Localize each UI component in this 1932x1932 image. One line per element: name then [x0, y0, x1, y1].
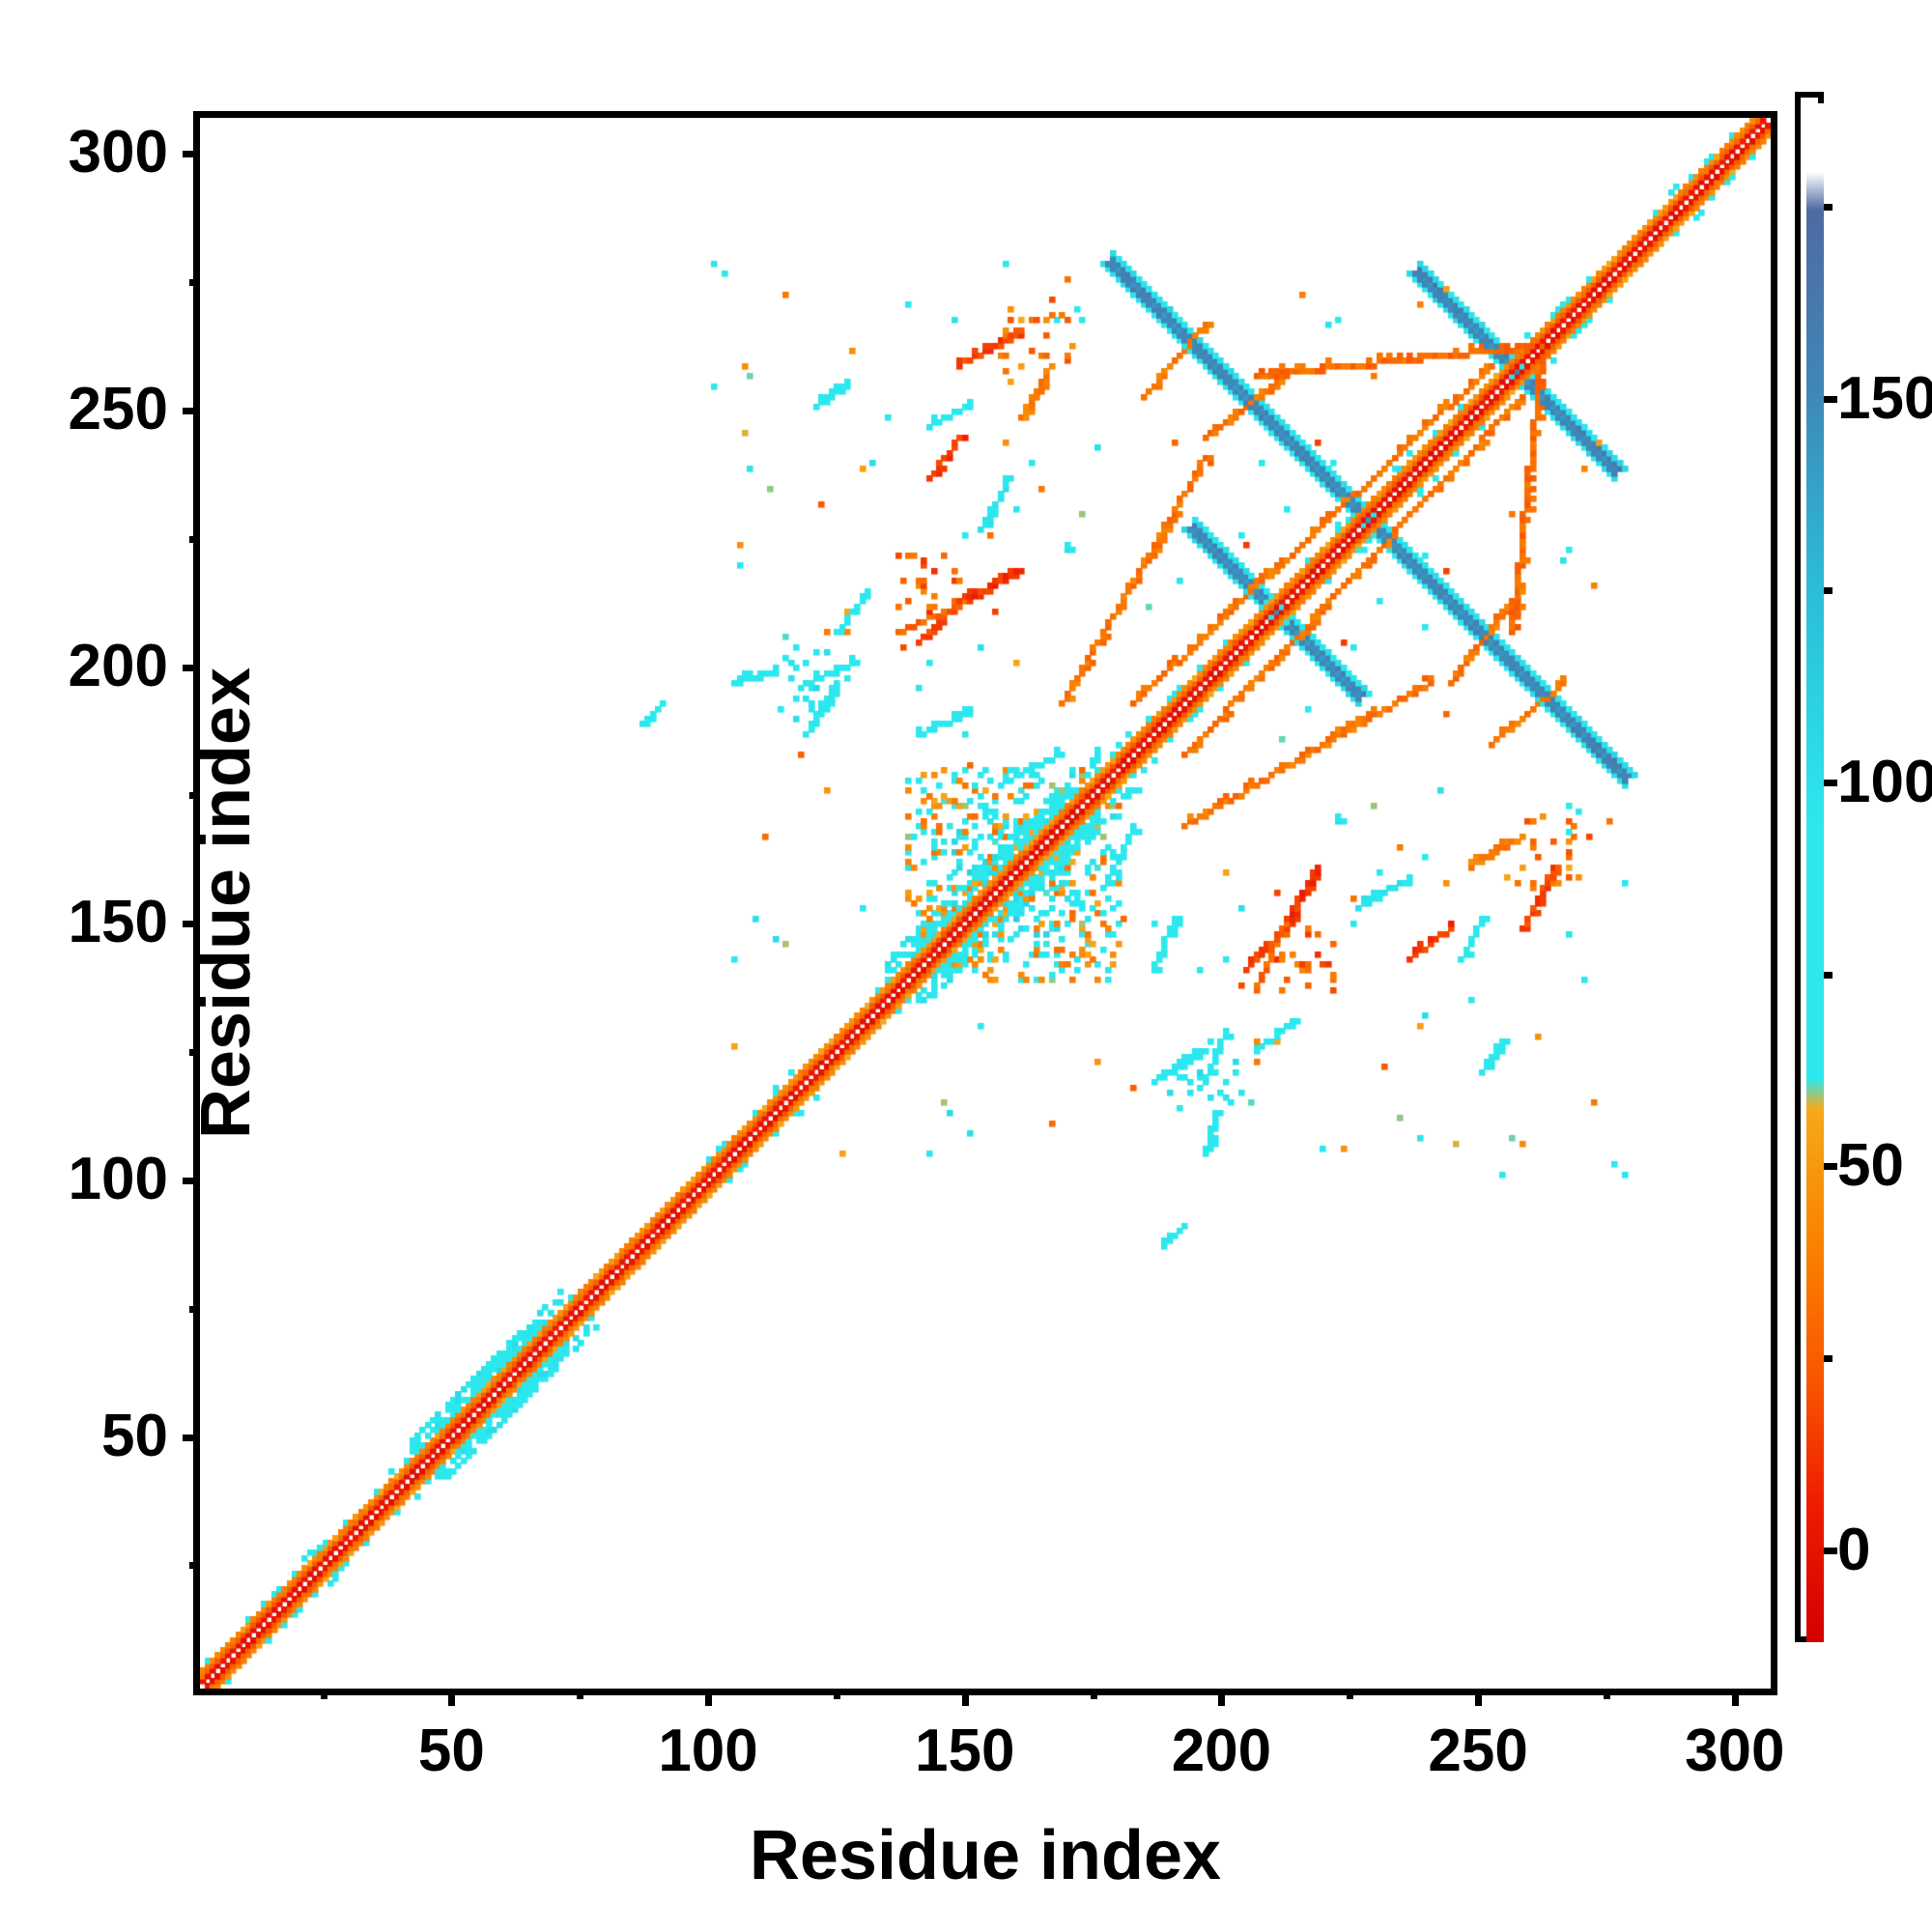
y-major-tick: [183, 921, 200, 928]
x-minor-tick: [1090, 1689, 1097, 1699]
x-tick-label: 250: [1428, 1718, 1528, 1784]
colorbar-tick-label: 0: [1837, 1516, 1871, 1583]
y-tick-label: 150: [68, 889, 168, 956]
y-axis-title: Residue index: [187, 667, 266, 1140]
x-major-tick: [961, 1689, 969, 1706]
x-minor-tick: [1347, 1689, 1354, 1699]
colorbar-tick-label: 100: [1837, 749, 1932, 816]
y-minor-tick: [189, 279, 200, 287]
colorbar-minor-tick: [1824, 1355, 1833, 1362]
x-minor-tick: [320, 1689, 327, 1699]
x-minor-tick: [1603, 1689, 1610, 1699]
y-tick-label: 50: [101, 1402, 168, 1469]
colorbar-tick-label: 50: [1837, 1132, 1904, 1200]
x-major-tick: [1475, 1689, 1483, 1706]
colorbar-minor-tick: [1824, 971, 1833, 979]
y-tick-label: 300: [68, 119, 168, 186]
y-axis-title-wrap: Residue index: [0, 111, 265, 1695]
y-tick-label: 250: [68, 375, 168, 442]
y-minor-tick: [189, 1562, 200, 1570]
x-axis-title: Residue index: [749, 1817, 1222, 1894]
y-major-tick: [183, 407, 200, 414]
y-tick-label: 100: [68, 1145, 168, 1212]
x-major-tick: [705, 1689, 713, 1706]
y-tick-label: 200: [68, 632, 168, 699]
y-minor-tick: [189, 535, 200, 543]
colorbar: 0 50 100 150: [1795, 92, 1932, 1642]
y-major-tick: [183, 664, 200, 671]
colorbar-tick-label: 150: [1837, 364, 1932, 432]
contact-map-canvas: [200, 118, 1771, 1689]
x-major-tick: [448, 1689, 456, 1706]
y-minor-tick: [189, 1049, 200, 1057]
y-major-tick: [183, 1434, 200, 1441]
y-major-tick: [183, 151, 200, 158]
y-minor-tick: [189, 792, 200, 800]
colorbar-major-tick: [1824, 1163, 1837, 1171]
y-minor-tick: [189, 1305, 200, 1313]
x-tick-label: 200: [1171, 1718, 1272, 1784]
contact-map-plot: [183, 111, 1777, 1706]
x-tick-label: 300: [1685, 1718, 1785, 1784]
colorbar-frame: [1795, 92, 1824, 1642]
x-tick-label: 150: [915, 1718, 1015, 1784]
x-major-tick: [1731, 1689, 1739, 1706]
colorbar-minor-tick: [1824, 204, 1833, 212]
colorbar-major-tick: [1824, 780, 1837, 787]
x-tick-label: 100: [658, 1718, 758, 1784]
x-tick-label: 50: [417, 1718, 485, 1784]
x-minor-tick: [577, 1689, 584, 1699]
colorbar-major-tick: [1824, 1547, 1837, 1554]
colorbar-major-tick: [1824, 395, 1837, 403]
y-major-tick: [183, 1177, 200, 1184]
x-minor-tick: [833, 1689, 840, 1699]
x-major-tick: [1218, 1689, 1226, 1706]
colorbar-gradient: [1806, 103, 1824, 1642]
colorbar-minor-tick: [1824, 587, 1833, 595]
